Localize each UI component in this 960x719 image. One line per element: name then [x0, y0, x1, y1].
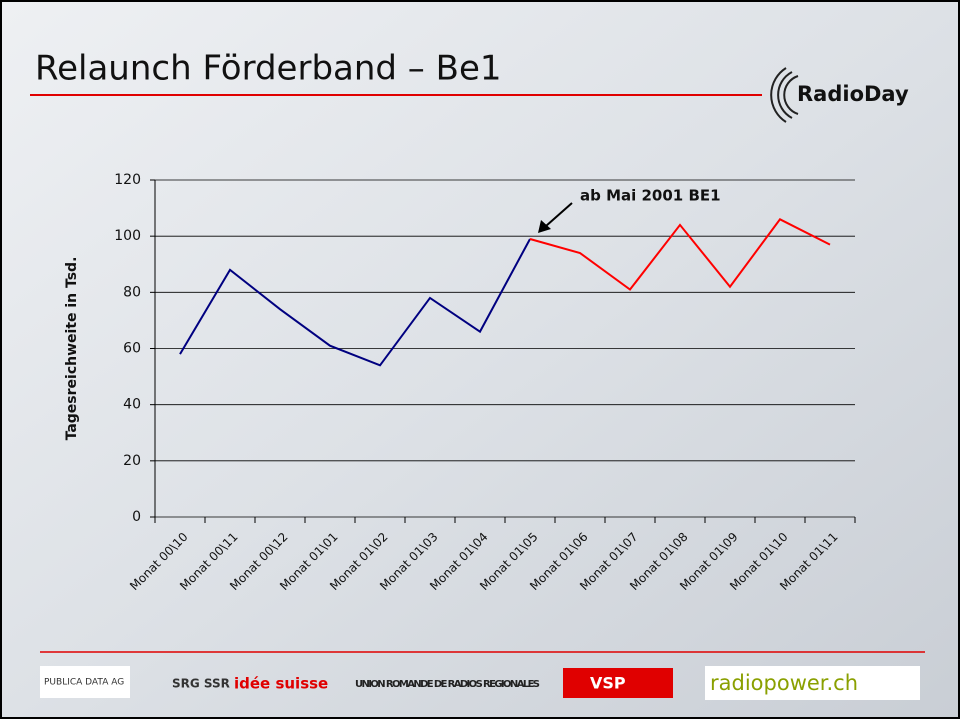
logo-radioday: RadioDay	[770, 67, 909, 123]
y-tick-label: 100	[114, 228, 141, 244]
y-tick-label: 20	[123, 453, 141, 469]
y-tick-label: 60	[123, 341, 141, 357]
y-tick-label: 40	[123, 397, 141, 413]
series-line	[529, 218, 831, 291]
y-tick-label: 0	[132, 509, 141, 525]
footer-logo: VSP	[590, 674, 626, 693]
footer-logo: idée suisse	[234, 675, 328, 693]
y-tick-label: 120	[114, 172, 141, 188]
footer-logo: radiopower.ch	[710, 671, 858, 695]
footer: PUBLICA DATA AG SRG SSR idée suisse UNIO…	[40, 666, 920, 700]
logo-box	[705, 666, 920, 700]
logo-box	[40, 666, 130, 698]
footer-logo: SRG SSR	[172, 677, 230, 691]
footer-logo: UNION ROMANDE DE RADIOS REGIONALES	[355, 679, 540, 690]
slide-title: Relaunch Förderband – Be1	[35, 49, 502, 89]
annotation-arrowhead	[538, 220, 551, 233]
annotation-arrow	[545, 202, 573, 227]
annotation: ab Mai 2001 BE1	[580, 187, 721, 205]
footer-logo: PUBLICA DATA AG	[44, 678, 124, 688]
logo-box	[563, 668, 673, 698]
y-axis-label: Tagesreichweite in Tsd.	[64, 257, 80, 441]
y-tick-label: 80	[123, 284, 141, 300]
logo-text: RadioDay	[797, 82, 909, 106]
series-line	[179, 238, 531, 367]
